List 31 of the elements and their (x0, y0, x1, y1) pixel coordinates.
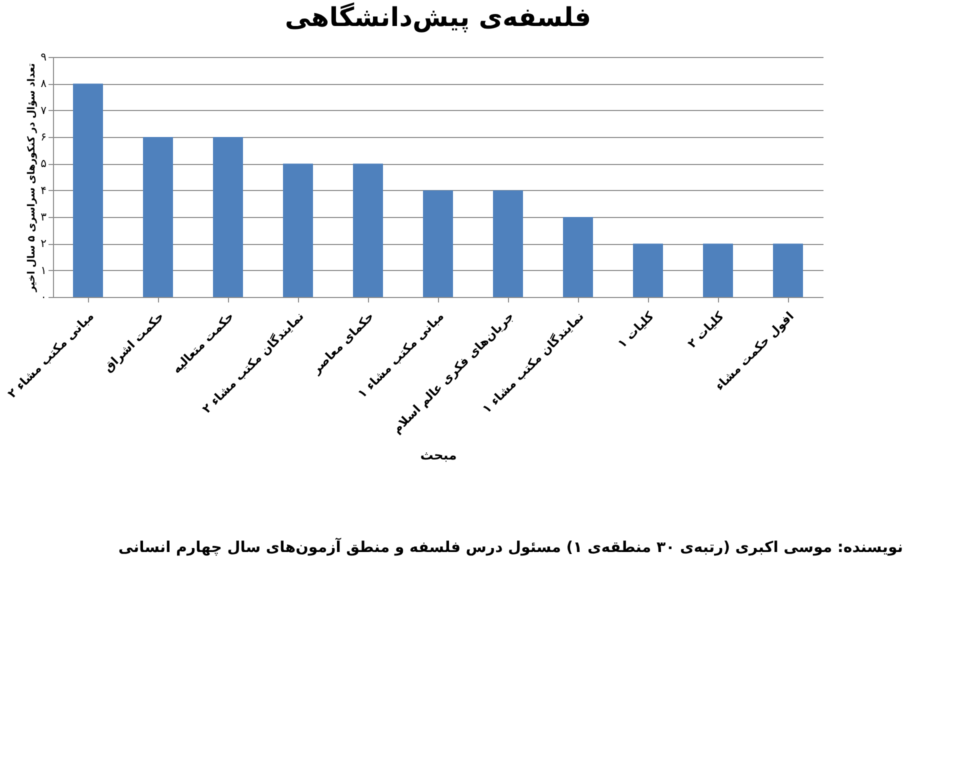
bar (773, 244, 803, 297)
y-tick-label: ۴ (40, 184, 47, 197)
bar (493, 190, 523, 297)
x-tick-label: حکمای معاصر (308, 309, 376, 378)
bar (423, 190, 453, 297)
bar (283, 164, 313, 297)
x-tick-label: مبانی مکتب مشاء ۲ (4, 309, 96, 401)
bar (213, 137, 243, 297)
y-tick-label: ۱ (40, 264, 46, 277)
y-tick-label: ۸ (40, 77, 47, 90)
y-tick-label: ۳ (40, 210, 47, 224)
y-axis-title: تعداد سؤال در کنکورهای سراسری ۵ سال اخیر (26, 62, 38, 293)
bar (703, 244, 733, 297)
y-tick-label: ۹ (40, 50, 47, 64)
x-tick-label: کلیات ۱ (614, 309, 656, 351)
bar (143, 137, 173, 297)
y-tick-label: ۵ (40, 157, 47, 170)
text: نویسنده: موسی اکبری (رتبه‌ی ۳۰ منطقه‌ی ۱) مسئول درس فلسفه و منطق آزمون‌های سال چهارم انسانی (118, 537, 903, 556)
chart-title: فلسفه‌ی پیش‌دانشگاهی (284, 2, 592, 33)
bar (73, 84, 103, 297)
x-tick-label: حکمت اشراق (100, 309, 166, 375)
y-tick-label: ۰ (40, 290, 46, 304)
bar (353, 164, 383, 297)
x-tick-label: حکمت متعالیه (169, 309, 236, 376)
y-tick-label: ۶ (40, 130, 46, 144)
x-tick-label: کلیات ۲ (684, 309, 726, 351)
bar (563, 217, 593, 297)
x-axis-title: مبحث (420, 448, 457, 464)
y-tick-label: ۲ (40, 237, 47, 250)
y-tick-label: ۷ (40, 104, 47, 117)
bar (633, 244, 663, 297)
